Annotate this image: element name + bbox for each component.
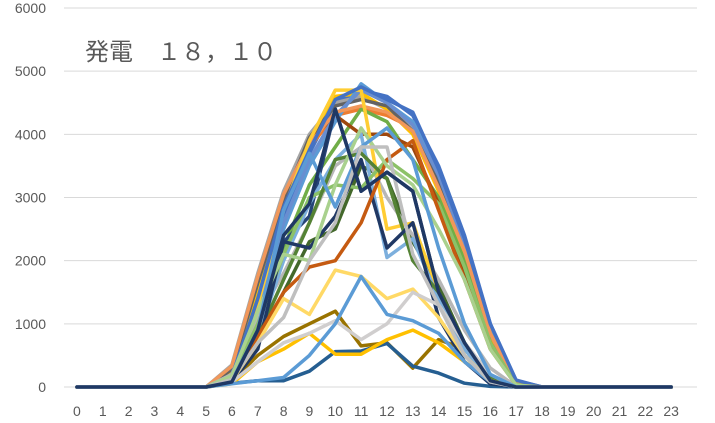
x-tick-label: 5	[202, 403, 210, 419]
x-tick-label: 4	[176, 403, 184, 419]
x-tick-label: 10	[327, 403, 343, 419]
series-line-25	[75, 268, 673, 389]
series-lines	[75, 82, 673, 389]
y-tick-label: 5000	[15, 63, 46, 79]
chart-title: 発電 １８，１０	[85, 38, 277, 66]
x-tick-label: 7	[254, 403, 262, 419]
x-tick-label: 17	[508, 403, 524, 419]
series-line-10	[75, 309, 673, 389]
series-line-30	[75, 107, 673, 389]
x-tick-label: 14	[431, 403, 447, 419]
y-tick-label: 0	[38, 379, 46, 395]
x-tick-label: 23	[663, 403, 679, 419]
x-tick-label: 0	[73, 403, 81, 419]
x-tick-label: 21	[612, 403, 628, 419]
y-tick-label: 6000	[15, 0, 46, 16]
x-tick-label: 18	[534, 403, 550, 419]
x-axis-ticks: 0 1 2 3 4 5 6 7 8 9 10 11 12 13 14 15 16 17 18 19 20 21 22 23	[73, 403, 679, 419]
x-tick-label: 22	[638, 403, 654, 419]
series-line-26	[75, 290, 673, 389]
series-line-22	[75, 138, 673, 389]
x-tick-label: 15	[457, 403, 473, 419]
y-tick-label: 2000	[15, 253, 46, 269]
x-tick-label: 19	[560, 403, 576, 419]
y-tick-label: 1000	[15, 316, 46, 332]
y-axis-ticks: 0 1000 2000 3000 4000 5000 6000	[15, 0, 46, 395]
x-tick-label: 2	[125, 403, 133, 419]
x-tick-label: 3	[151, 403, 159, 419]
y-tick-label: 3000	[15, 190, 46, 206]
x-tick-label: 13	[405, 403, 421, 419]
x-tick-label: 6	[228, 403, 236, 419]
x-tick-label: 11	[354, 403, 369, 419]
y-tick-label: 4000	[15, 126, 46, 142]
x-tick-label: 12	[379, 403, 395, 419]
series-line-11	[75, 341, 673, 389]
x-tick-label: 16	[483, 403, 499, 419]
x-tick-label: 20	[586, 403, 602, 419]
x-tick-label: 8	[280, 403, 288, 419]
series-line-19	[75, 85, 673, 389]
series-line-24	[75, 328, 673, 389]
x-tick-label: 9	[306, 403, 314, 419]
x-tick-label: 1	[99, 403, 107, 419]
series-line-5	[75, 82, 673, 389]
